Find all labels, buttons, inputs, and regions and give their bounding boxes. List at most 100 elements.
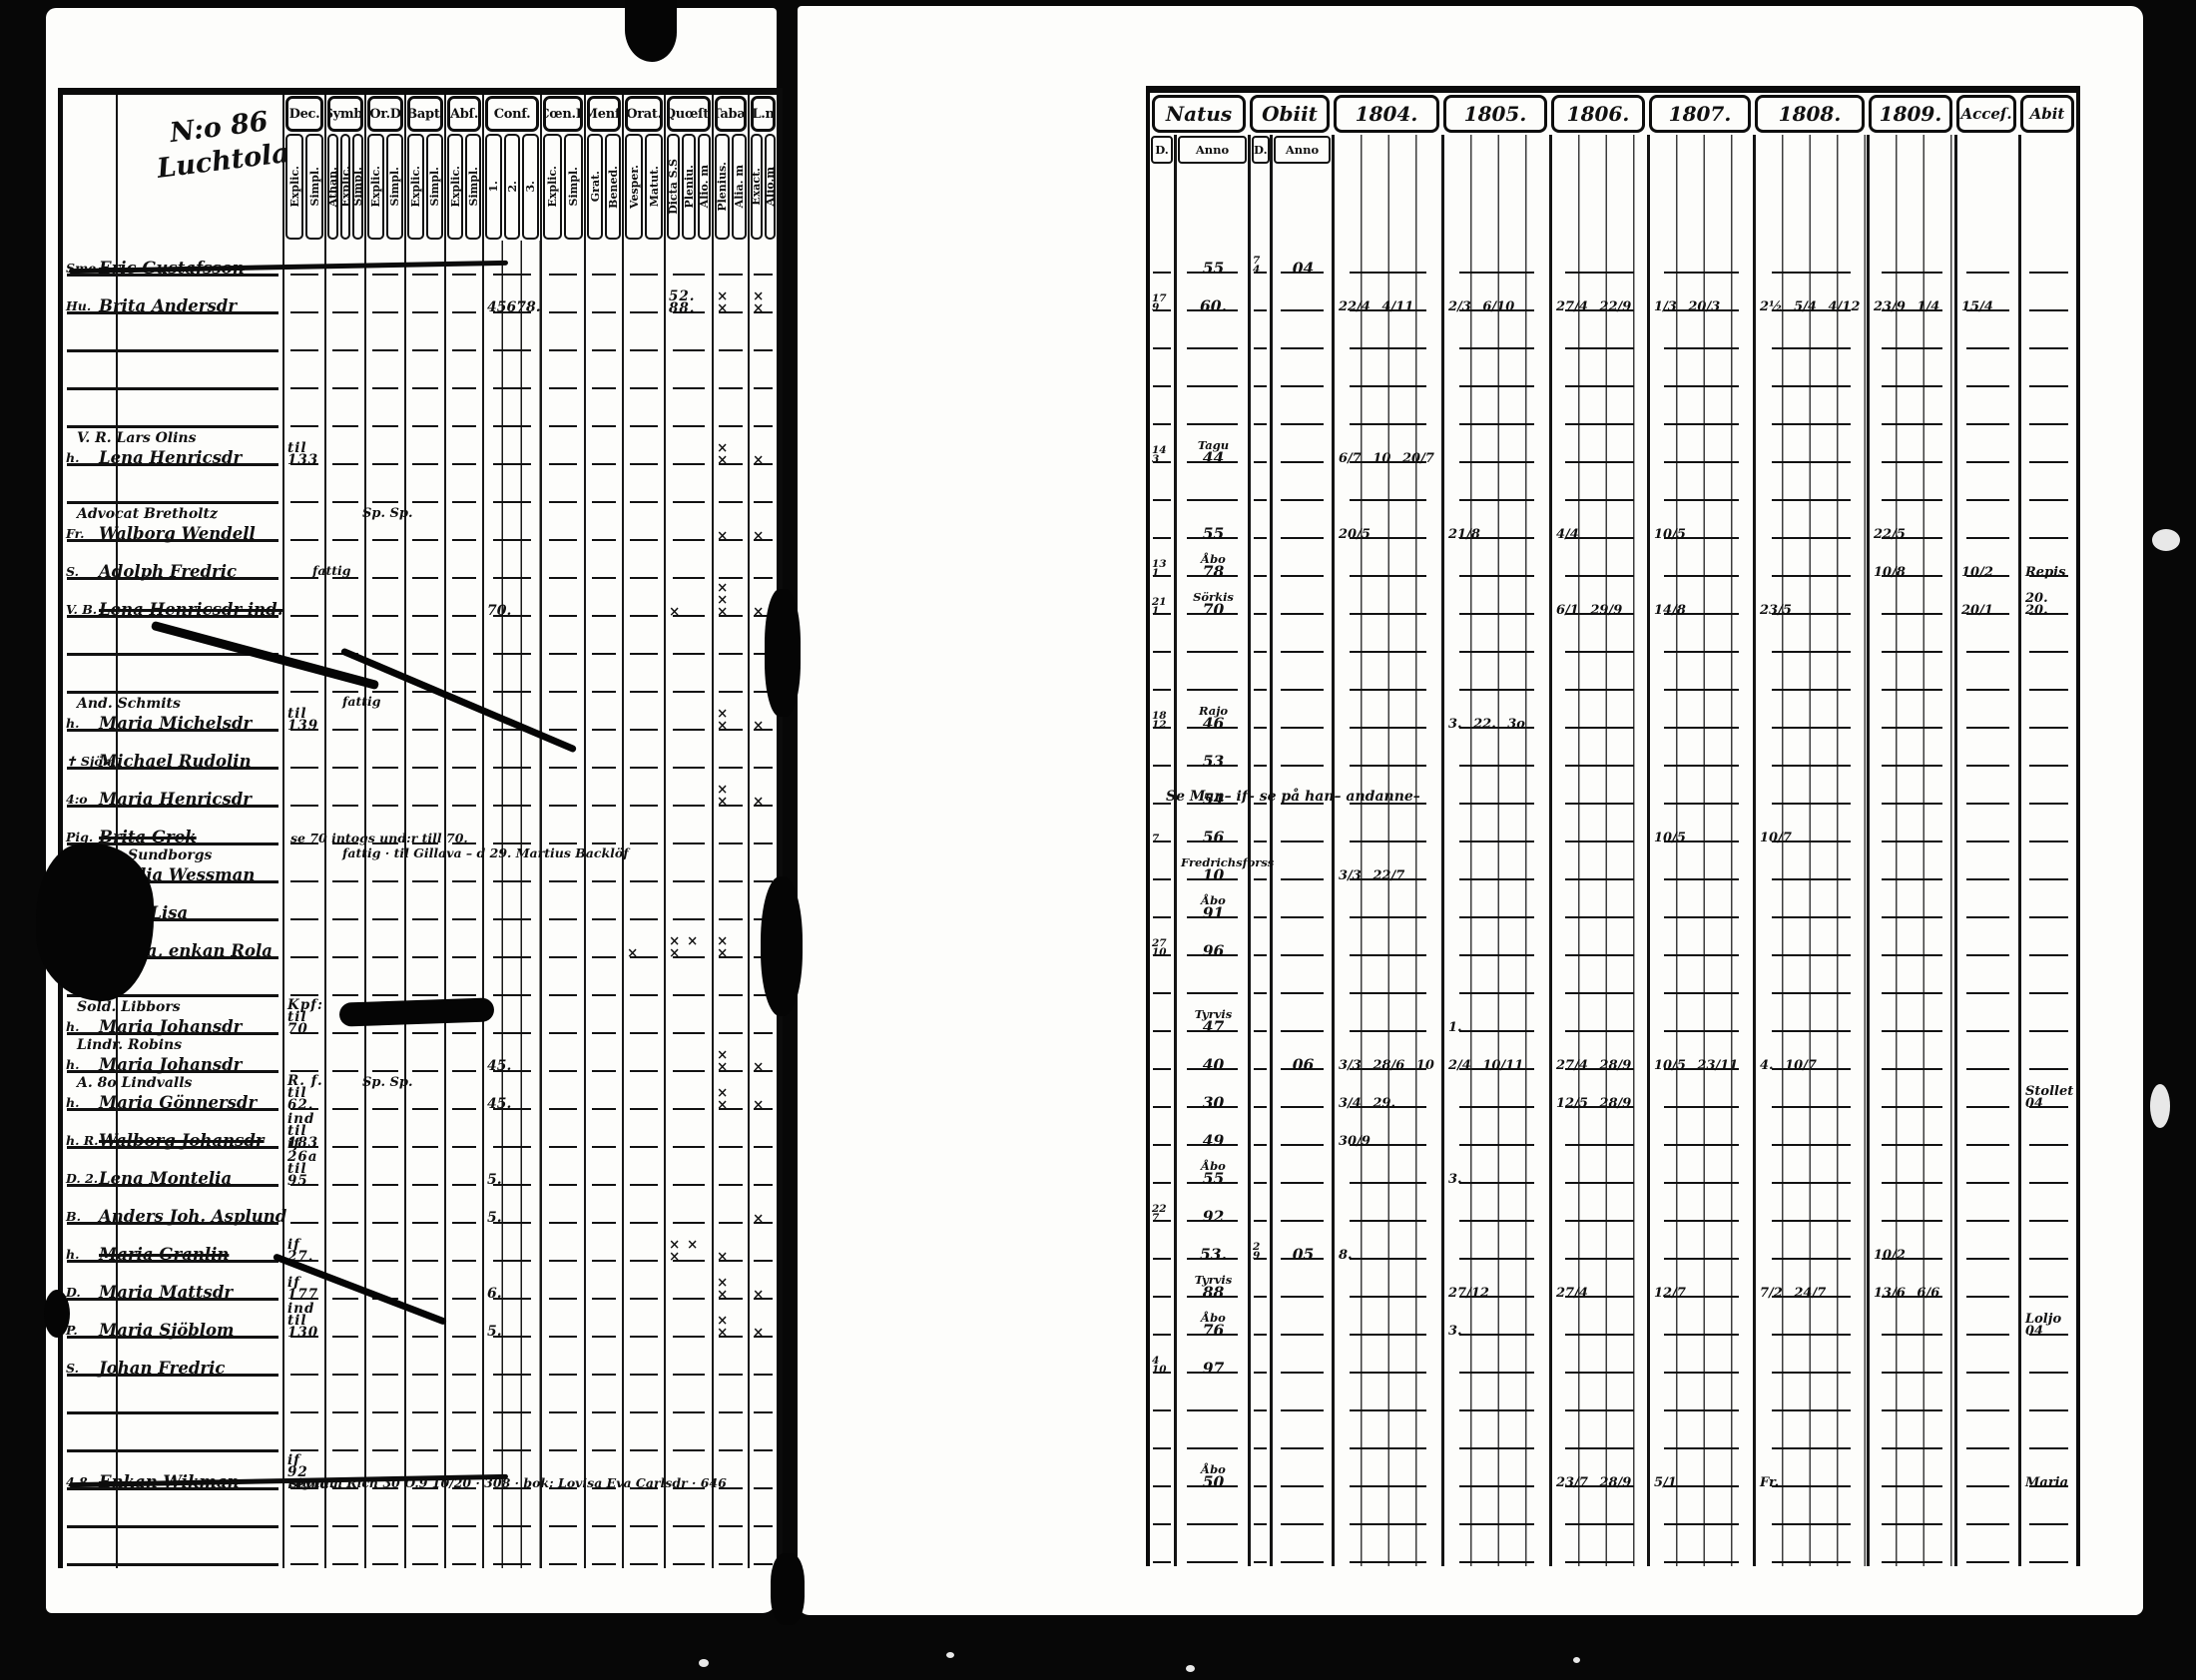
value-line: 12/5 28/9 <box>1556 1096 1632 1112</box>
cell-od <box>1248 883 1270 921</box>
col-sublabel: Explic. <box>369 166 382 208</box>
cell-coend <box>540 354 584 392</box>
cell-bapt <box>404 316 444 354</box>
cell-y06: 27/4 28/9 <box>1549 1035 1647 1073</box>
cell-symb <box>324 544 364 582</box>
cell-ln <box>748 354 777 392</box>
value-line: 50 <box>1202 1471 1225 1491</box>
cell-od <box>1248 504 1270 542</box>
register-row-right <box>1150 1414 2076 1452</box>
col-label: Orat. <box>625 96 663 132</box>
col-sublabel: Simpl. <box>388 167 401 207</box>
cell-na: Åbo 76 <box>1174 1301 1248 1339</box>
cell-nd <box>1150 1452 1174 1490</box>
col-sublabels: Explic. Simpl. <box>406 133 444 241</box>
cell-na <box>1174 959 1248 997</box>
col-sublabel-box: Simpl. <box>564 134 583 240</box>
cell-y07: 1/3 20/3 <box>1647 277 1753 314</box>
register-row-right <box>1150 314 2076 352</box>
cell-orat <box>622 1037 664 1075</box>
register-row-left: 4.8.Enkan Wikmansignum Rich 30 O.9 10/20… <box>63 1453 779 1492</box>
cell-abs <box>444 810 482 847</box>
cell-y09 <box>1867 732 1954 770</box>
register-row-right: Åbo 55 3. <box>1150 1149 2076 1187</box>
value-line: 27/4 22/9 <box>1556 299 1632 315</box>
cell-na: 53. <box>1174 1225 1248 1263</box>
cell-nd <box>1150 1301 1174 1339</box>
cell-dec <box>282 772 324 810</box>
cell-mens <box>584 620 622 658</box>
cell-nd <box>1150 352 1174 390</box>
col-sublabel: Explic. <box>546 166 559 208</box>
cell-tb <box>712 468 748 506</box>
col-sublabels: 1. 2. 3. <box>484 133 540 241</box>
value-line: 76 <box>1202 1320 1225 1340</box>
cell-value: × × <box>717 1274 730 1303</box>
value-line: Rajo <box>1198 704 1229 719</box>
cell-value: 30 <box>1181 1094 1246 1110</box>
cell-value: × × <box>717 781 730 810</box>
col-sublabel: Simpl. <box>352 167 364 207</box>
col-label: Symb. <box>327 96 363 132</box>
cell-y06: 12/5 28/9 <box>1549 1073 1647 1111</box>
cell-na: Åbo 50 <box>1174 1452 1248 1490</box>
register-row-left <box>63 1530 779 1568</box>
cell-value: 27/4 22/9 <box>1556 299 1645 315</box>
cell-abs <box>444 1416 482 1454</box>
col-sublabel-box: Plenius. <box>715 134 730 240</box>
register-row-left: S. Adolph Fredric fattig <box>63 544 779 582</box>
cell-value: 8. <box>1339 1249 1439 1262</box>
subheader-y08 <box>1753 135 1867 165</box>
value-line: 44 <box>1202 447 1225 467</box>
cell-y07 <box>1647 1111 1753 1149</box>
cell-y04: 6/7 10 20/7 <box>1332 428 1441 466</box>
col-sublabel-box: Grat. <box>587 134 603 240</box>
cell-y07 <box>1647 770 1753 808</box>
cell-na <box>1174 1490 1248 1528</box>
cell-value: 96 <box>1181 942 1246 958</box>
person-name: Maria Sjöblom <box>99 1321 235 1340</box>
person-name: Walborg Wendell <box>99 524 256 543</box>
cell-value: 4/4 <box>1556 528 1645 541</box>
value-line: 1. <box>1448 1020 1462 1036</box>
name-prefix: S. <box>66 1361 79 1376</box>
cell-y05 <box>1441 618 1549 656</box>
cell-value: Tyrvis 88 <box>1181 1275 1246 1300</box>
name-prefix: h. <box>66 1057 80 1072</box>
register-row-right: Tyrvis 47 1. <box>1150 997 2076 1035</box>
cell-abt <box>2018 959 2076 997</box>
cell-na: 55 <box>1174 504 1248 542</box>
cell-y08 <box>1753 428 1867 466</box>
cell-value: 10/5 <box>1654 832 1751 844</box>
cell-y09 <box>1867 1149 1954 1187</box>
cell-value: 27/12 <box>1448 1287 1547 1300</box>
cell-conf <box>482 734 540 772</box>
right-table-header: Natus Obiit 1804. 1805. 1806. 1807. 1808. 1809.… <box>1150 93 2076 239</box>
cell-bapt <box>404 582 444 620</box>
cell-conf: 5. <box>482 1303 540 1341</box>
cell-ord <box>364 923 404 961</box>
cell-abt: Repis <box>2018 542 2076 580</box>
cell-ord <box>364 430 404 468</box>
value-line: 04 <box>2025 1096 2044 1112</box>
cell-value: × × <box>717 932 730 961</box>
col-sublabel: Exact. <box>751 168 763 206</box>
row-annotation-upper: fattig · til Gillava – d 29. Martius Bac… <box>342 845 629 860</box>
cell-mens <box>584 1341 622 1379</box>
cell-y06 <box>1549 1339 1647 1377</box>
cell-symb <box>324 885 364 923</box>
cell-y06: 4/4 <box>1549 504 1647 542</box>
col-sublabels: Explic. Simpl. <box>366 133 404 241</box>
cell-oa <box>1270 1263 1332 1301</box>
register-row-right: Fredrichsforss 10 3/3 22/7 <box>1150 845 2076 883</box>
col-sublabel-box: Pleniu. <box>682 134 696 240</box>
cell-od <box>1248 277 1270 314</box>
cell-symb <box>324 1227 364 1265</box>
cell-oa <box>1270 1414 1332 1452</box>
cell-abs <box>444 241 482 279</box>
cell-y09 <box>1867 1414 1954 1452</box>
cell-ord <box>364 1303 404 1341</box>
cell-y08: Fr. <box>1753 1452 1867 1490</box>
cell-ln <box>748 1454 777 1492</box>
value-line: 06 <box>1292 1054 1315 1074</box>
